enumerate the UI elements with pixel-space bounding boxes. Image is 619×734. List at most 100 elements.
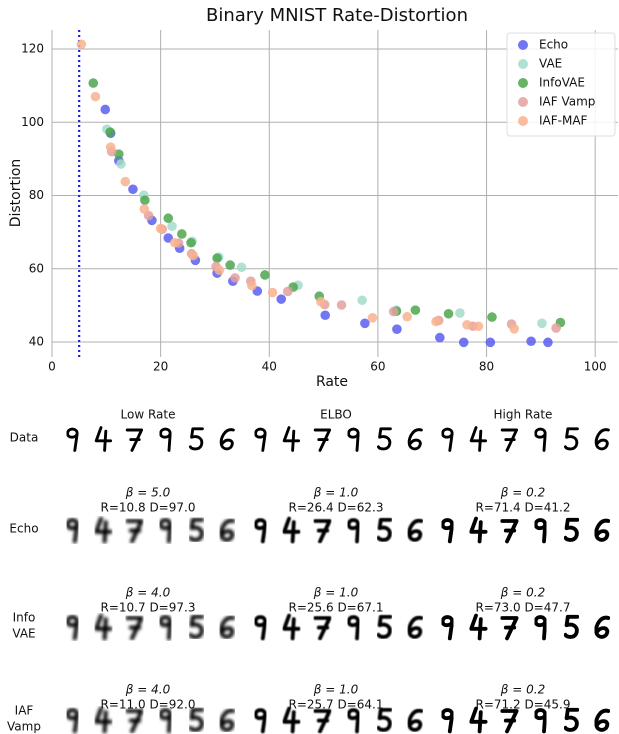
scatter-point — [91, 92, 101, 102]
sample-caption: β = 4.0 — [125, 586, 171, 600]
sample-caption: β = 0.2 — [500, 683, 545, 697]
row-label: Echo — [9, 522, 38, 536]
row-label: IAF — [15, 704, 34, 718]
legend-label: IAF-MAF — [539, 114, 588, 128]
digit-image — [443, 710, 453, 731]
scatter-point — [392, 324, 402, 334]
digit-image — [596, 618, 608, 637]
digit-image — [409, 521, 421, 540]
digit-image — [161, 617, 171, 638]
scatter-point — [77, 39, 87, 49]
legend-label: IAF Vamp — [539, 95, 595, 109]
legend-marker — [518, 40, 528, 50]
y-tick-label: 40 — [29, 334, 44, 348]
digit-image — [284, 709, 298, 732]
digit-image — [68, 710, 78, 731]
x-tick-label: 40 — [262, 360, 277, 374]
digit-image — [68, 520, 78, 541]
column-header: High Rate — [494, 408, 553, 422]
digit-image — [536, 710, 546, 731]
legend-label: InfoVAE — [539, 76, 585, 90]
digit-image — [96, 519, 110, 542]
digit-image — [409, 711, 421, 730]
row-label: Info — [13, 611, 36, 625]
digit-image — [565, 617, 577, 637]
scatter-point — [212, 253, 222, 263]
digit-image — [536, 520, 546, 541]
sample-caption: β = 5.0 — [125, 486, 171, 500]
scatter-point — [116, 159, 126, 169]
digit-image — [349, 429, 359, 450]
scatter-point — [177, 229, 187, 239]
digit-image — [127, 618, 141, 638]
digit-image — [315, 521, 329, 541]
x-tick-label: 20 — [153, 360, 168, 374]
scatter-point — [225, 260, 235, 270]
sample-caption: R=25.6 D=67.1 — [289, 601, 384, 615]
scatter-point — [247, 281, 257, 291]
scatter-point — [431, 317, 441, 327]
legend-label: Echo — [539, 38, 568, 52]
plot — [77, 30, 566, 357]
digit-image — [502, 430, 516, 450]
digit-image — [471, 519, 485, 542]
digit-image — [596, 521, 608, 540]
row-label: VAE — [12, 627, 35, 641]
sample-caption: R=10.8 D=97.0 — [101, 501, 196, 515]
digit-image — [256, 520, 266, 541]
scatter-point — [435, 333, 445, 343]
digit-image — [221, 618, 233, 637]
scatter-point — [140, 195, 150, 205]
digit-image — [536, 429, 546, 450]
digit-image — [443, 520, 453, 541]
y-tick-label: 120 — [21, 42, 44, 56]
digit-image — [221, 521, 233, 540]
scatter-point — [186, 238, 196, 248]
digit-image — [256, 710, 266, 731]
y-tick-label: 80 — [29, 188, 44, 202]
y-tick-label: 100 — [21, 115, 44, 129]
sample-caption: R=71.2 D=45.9 — [476, 698, 571, 712]
sample-caption: β = 0.2 — [500, 586, 545, 600]
scatter-point — [509, 324, 519, 334]
y-tick-label: 60 — [29, 261, 44, 275]
digit-image — [596, 430, 608, 449]
digit-image — [256, 429, 266, 450]
x-axis-label: Rate — [316, 374, 348, 390]
sample-caption: β = 0.2 — [500, 486, 545, 500]
digit-image — [378, 520, 390, 540]
legend-marker — [518, 97, 528, 107]
scatter-point — [551, 323, 561, 333]
sample-caption: β = 1.0 — [313, 586, 359, 600]
scatter-point — [402, 312, 412, 322]
digit-image — [378, 429, 390, 449]
scatter-point — [106, 142, 116, 152]
digit-image — [536, 617, 546, 638]
legend-marker — [518, 78, 528, 88]
scatter-point — [389, 307, 399, 317]
scatter-point — [170, 238, 180, 248]
scatter-point — [337, 300, 347, 310]
scatter-point — [88, 78, 98, 88]
scatter-point — [105, 127, 115, 137]
legend-marker — [518, 59, 528, 69]
digit-image — [349, 520, 359, 541]
y-axis-label: Distortion — [8, 159, 24, 228]
scatter-point — [140, 204, 150, 214]
digit-image — [256, 617, 266, 638]
scatter-point — [474, 321, 484, 331]
scatter-point — [486, 338, 496, 348]
sample-caption: R=11.0 D=92.0 — [101, 698, 196, 712]
sample-caption: β = 1.0 — [313, 486, 359, 500]
digit-image — [349, 710, 359, 731]
scatter-point — [411, 305, 421, 315]
x-tick-label: 100 — [584, 360, 607, 374]
digit-image — [68, 429, 78, 450]
digit-image — [565, 520, 577, 540]
sample-caption: R=71.4 D=41.2 — [476, 501, 571, 515]
scatter-point — [320, 310, 330, 320]
chart-title: Binary MNIST Rate-Distortion — [206, 5, 468, 26]
scatter-point — [268, 288, 278, 298]
digit-image — [565, 429, 577, 449]
